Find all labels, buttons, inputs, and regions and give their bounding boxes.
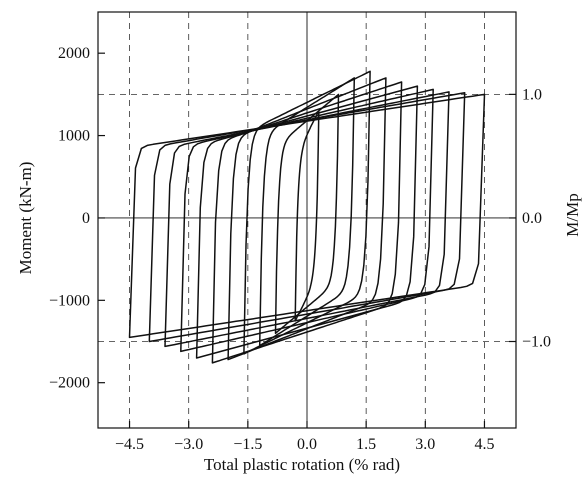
x-tick-label-2: −1.5 [233, 436, 262, 453]
hysteresis-loop-5 [211, 81, 403, 364]
y2-tick-label-0: −1.0 [522, 334, 551, 351]
y2-axis-label: M/Mp [563, 193, 582, 236]
x-tick-label-0: −4.5 [115, 436, 144, 453]
y-tick-label-2: 0 [82, 210, 90, 227]
y2-tick-label-2: 1.0 [522, 86, 542, 103]
hysteresis-loops [128, 70, 486, 364]
x-tick-label-6: 4.5 [474, 436, 494, 453]
hysteresis-loop-4 [227, 77, 387, 361]
y-axis-ticks: −2000 −1000 0 1000 2000 [49, 45, 105, 392]
y-tick-label-0: −2000 [49, 375, 90, 392]
x-tick-label-3: 0.0 [297, 436, 317, 453]
y-tick-label-1: −1000 [49, 292, 90, 309]
x-tick-label-4: 1.5 [356, 436, 376, 453]
x-axis-ticks: −4.5 −3.0 −1.5 0.0 1.5 3.0 4.5 [115, 421, 494, 453]
hysteresis-loop-10 [128, 93, 486, 339]
y-tick-label-3: 1000 [58, 128, 90, 145]
y-tick-label-4: 2000 [58, 45, 90, 62]
y-axis-label: Moment (kN-m) [16, 162, 35, 275]
y2-tick-label-1: 0.0 [522, 210, 542, 227]
y2-axis-ticks: −1.0 0.0 1.0 [509, 86, 551, 351]
hysteresis-loop-8 [164, 91, 450, 348]
x-tick-label-5: 3.0 [415, 436, 435, 453]
axes-zero-lines [98, 12, 516, 428]
x-tick-label-1: −3.0 [174, 436, 203, 453]
x-axis-label: Total plastic rotation (% rad) [204, 455, 400, 474]
